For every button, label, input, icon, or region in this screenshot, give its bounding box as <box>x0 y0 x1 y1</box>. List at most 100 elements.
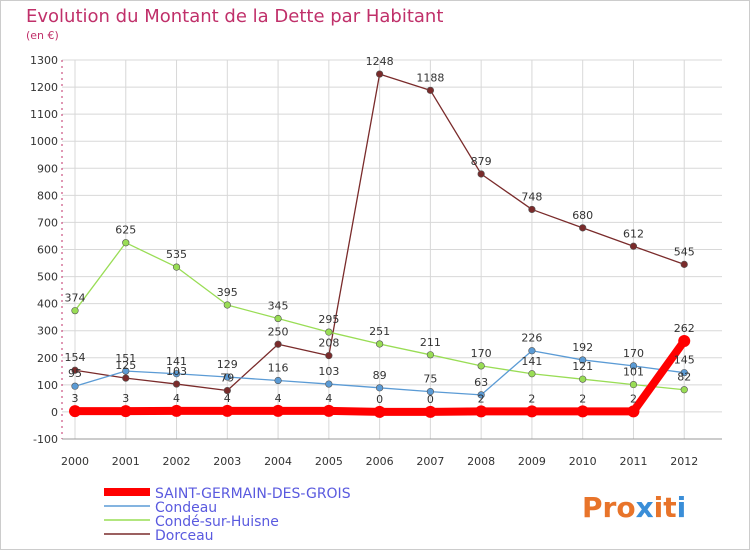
data-point <box>579 356 587 364</box>
y-tick-label: 700 <box>37 216 58 229</box>
data-point <box>122 367 130 375</box>
x-tick-label: 2010 <box>569 455 597 468</box>
data-label: 211 <box>420 336 441 349</box>
data-point <box>477 362 485 370</box>
data-point <box>274 376 282 385</box>
chart-title: Evolution du Montant de la Dette par Hab… <box>26 6 443 27</box>
data-label: 680 <box>572 209 593 222</box>
data-label: 4 <box>325 392 332 405</box>
data-point <box>172 370 181 378</box>
data-label: 2 <box>579 392 586 405</box>
data-point <box>376 384 384 392</box>
data-label: 0 <box>376 393 383 406</box>
y-tick-label: 0 <box>51 406 58 419</box>
data-point <box>629 242 638 250</box>
data-point <box>325 328 333 336</box>
legend: SAINT-GERMAIN-DES-GROISCondeauCondé-sur-… <box>104 486 351 544</box>
data-label: 145 <box>674 354 695 367</box>
data-point <box>221 404 234 417</box>
logo-letter: P <box>582 491 603 524</box>
data-label: 4 <box>275 392 282 405</box>
y-tick-label: 200 <box>37 352 58 365</box>
data-label: 4 <box>224 392 231 405</box>
x-tick-label: 2008 <box>467 455 495 468</box>
data-label: 154 <box>65 351 86 364</box>
y-tick-label: 1000 <box>30 135 58 148</box>
data-point <box>376 340 384 348</box>
data-label: 125 <box>115 359 136 372</box>
grid-lines <box>62 59 722 440</box>
data-point <box>325 352 333 360</box>
data-point <box>274 314 282 323</box>
logo-letter: x <box>636 491 654 524</box>
y-tick-label: 900 <box>37 162 58 175</box>
logo-letter: i <box>654 491 664 524</box>
data-label: 95 <box>68 367 82 380</box>
data-point <box>525 405 538 418</box>
data-label: 262 <box>674 322 695 335</box>
y-tick-label: -100 <box>33 433 58 446</box>
legend-label: Condeau <box>155 500 217 516</box>
logo-letter: r <box>603 491 617 524</box>
data-point <box>680 260 688 268</box>
data-label: 141 <box>521 355 542 368</box>
data-point <box>373 405 386 418</box>
data-point <box>576 405 589 418</box>
data-label: 208 <box>318 337 339 350</box>
data-label: 625 <box>115 224 136 237</box>
x-tick-label: 2011 <box>619 455 647 468</box>
data-label: 4 <box>173 392 180 405</box>
logo-letter: i <box>677 491 687 524</box>
data-label: 295 <box>318 313 339 326</box>
data-label: 101 <box>623 366 644 379</box>
y-tick-label: 1100 <box>30 108 58 121</box>
data-label: 374 <box>65 292 86 305</box>
data-point <box>223 301 231 309</box>
data-label: 879 <box>471 155 492 168</box>
chart-subtitle: (en €) <box>26 29 59 42</box>
proxiti-logo: Proxiti <box>582 491 686 524</box>
data-label: 1188 <box>416 71 444 84</box>
x-tick-label: 2007 <box>416 455 444 468</box>
data-label: 79 <box>220 372 234 385</box>
data-label: 250 <box>268 325 289 338</box>
data-label: 170 <box>623 347 644 360</box>
x-tick-label: 2000 <box>61 455 89 468</box>
x-tick-label: 2012 <box>670 455 698 468</box>
data-label: 129 <box>217 358 238 371</box>
x-tick-label: 2009 <box>518 455 546 468</box>
data-point <box>475 405 488 418</box>
logo-letter: t <box>663 491 676 524</box>
data-point <box>172 263 181 271</box>
data-label: 75 <box>423 373 437 386</box>
data-point <box>325 380 333 388</box>
data-point <box>528 205 536 214</box>
y-tick-label: 1200 <box>30 81 58 94</box>
data-point <box>71 382 79 390</box>
data-point <box>223 386 231 395</box>
y-tick-label: 600 <box>37 244 58 257</box>
data-point <box>424 405 437 418</box>
data-label: 395 <box>217 286 238 299</box>
data-label: 3 <box>122 392 129 405</box>
data-point <box>122 239 130 247</box>
data-label: 251 <box>369 325 390 338</box>
series-group <box>69 70 691 418</box>
data-point <box>426 86 434 94</box>
data-point <box>272 404 285 417</box>
data-labels: 154 125 103 79 250 208 1248 1188 879 748 680 612 545… <box>65 55 695 406</box>
data-label: 2 <box>630 392 637 405</box>
data-point <box>172 380 181 388</box>
data-point <box>629 362 638 370</box>
data-point <box>69 405 81 418</box>
data-point <box>629 380 638 389</box>
y-tick-label: 300 <box>37 325 58 338</box>
data-label: 141 <box>166 355 187 368</box>
data-label: 121 <box>572 360 593 373</box>
data-point <box>376 70 384 78</box>
data-label: 535 <box>166 248 187 261</box>
data-point <box>71 307 79 315</box>
data-point <box>528 370 536 378</box>
